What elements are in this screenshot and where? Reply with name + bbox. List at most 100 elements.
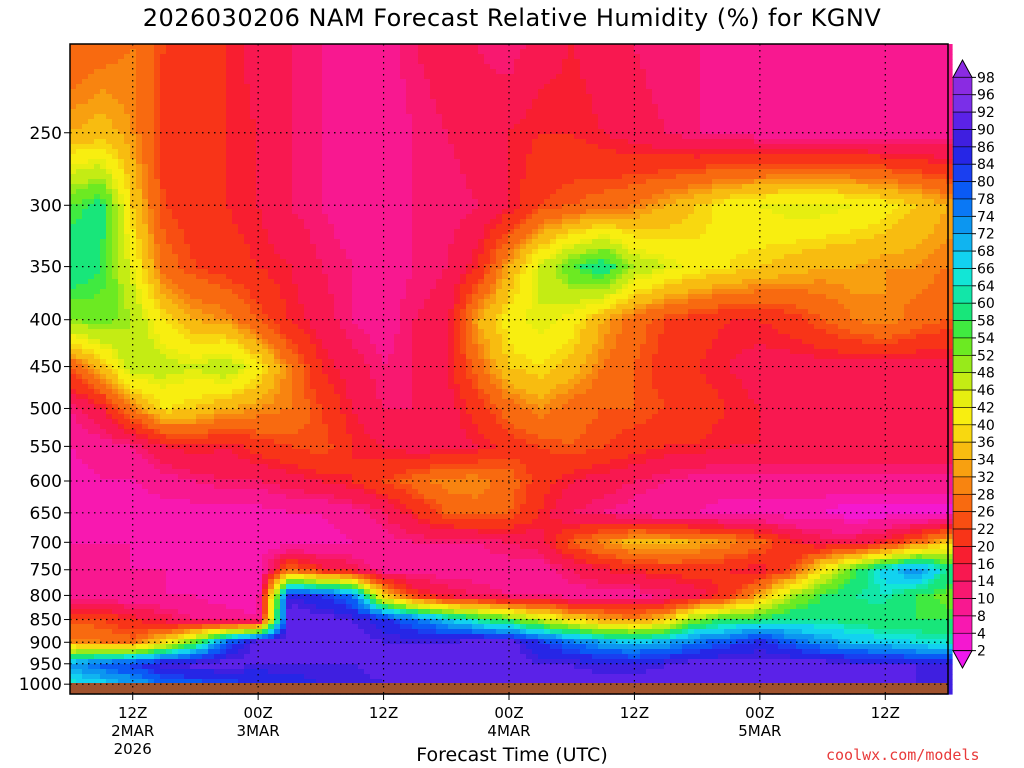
rh-cell [196,104,203,110]
rh-cell [334,109,341,115]
rh-cell [478,59,485,65]
rh-cell [292,59,299,65]
rh-cell [946,89,953,95]
rh-cell [712,189,719,195]
rh-cell [778,144,785,150]
rh-cell [136,89,143,95]
rh-cell [652,44,659,50]
rh-cell [484,174,491,180]
rh-cell [802,59,809,65]
rh-cell [718,194,725,200]
rh-cell [904,169,911,175]
rh-cell [442,164,449,170]
rh-cell [652,74,659,80]
rh-cell [940,189,947,195]
rh-cell [802,209,809,215]
rh-cell [118,84,125,90]
rh-cell [928,119,935,125]
rh-cell [520,84,527,90]
rh-cell [376,124,383,130]
rh-cell [88,174,95,180]
rh-cell [688,114,695,120]
rh-cell [454,49,461,55]
rh-cell [670,154,677,160]
rh-cell [622,104,629,110]
rh-cell [424,119,431,125]
rh-cell [682,59,689,65]
rh-cell [706,139,713,145]
rh-cell [472,74,479,80]
rh-cell [736,54,743,60]
rh-cell [802,104,809,110]
rh-cell [934,144,941,150]
rh-cell [820,159,827,165]
rh-cell [412,174,419,180]
rh-cell [352,194,359,200]
rh-cell [550,174,557,180]
rh-cell [370,134,377,140]
rh-cell [646,54,653,60]
rh-cell [778,129,785,135]
rh-cell [730,174,737,180]
rh-cell [946,54,953,60]
rh-cell [478,149,485,155]
rh-cell [586,139,593,145]
rh-cell [532,154,539,160]
rh-cell [340,194,347,200]
rh-cell [700,159,707,165]
rh-cell [700,174,707,180]
rh-cell [172,74,179,80]
rh-cell [178,89,185,95]
rh-cell [826,49,833,55]
rh-cell [232,119,239,125]
rh-cell [670,209,677,215]
rh-cell [400,129,407,135]
rh-cell [598,134,605,140]
rh-cell [586,129,593,135]
rh-cell [412,54,419,60]
rh-cell [568,194,575,200]
rh-cell [508,134,515,140]
rh-cell [400,174,407,180]
rh-cell [172,79,179,85]
rh-cell [556,189,563,195]
rh-cell [106,89,113,95]
rh-cell [508,94,515,100]
rh-cell [622,59,629,65]
rh-cell [88,204,95,210]
rh-cell [538,174,545,180]
rh-cell [814,114,821,120]
rh-cell [592,139,599,145]
rh-cell [718,74,725,80]
rh-cell [868,149,875,155]
rh-cell [544,94,551,100]
rh-cell [106,54,113,60]
rh-cell [508,49,515,55]
rh-cell [232,129,239,135]
rh-cell [586,144,593,150]
rh-cell [862,44,869,50]
rh-cell [148,109,155,115]
rh-cell [316,54,323,60]
rh-cell [106,69,113,75]
rh-cell [352,124,359,130]
rh-cell [436,89,443,95]
rh-cell [886,79,893,85]
rh-cell [658,174,665,180]
rh-cell [112,174,119,180]
rh-cell [892,109,899,115]
rh-cell [304,94,311,100]
rh-cell [508,119,515,125]
rh-cell [886,89,893,95]
rh-cell [382,69,389,75]
rh-cell [364,144,371,150]
rh-cell [832,79,839,85]
rh-cell [616,149,623,155]
rh-cell [868,154,875,160]
rh-cell [238,129,245,135]
rh-cell [148,159,155,165]
rh-cell [274,159,281,165]
rh-cell [640,64,647,70]
rh-cell [412,124,419,130]
rh-cell [916,94,923,100]
